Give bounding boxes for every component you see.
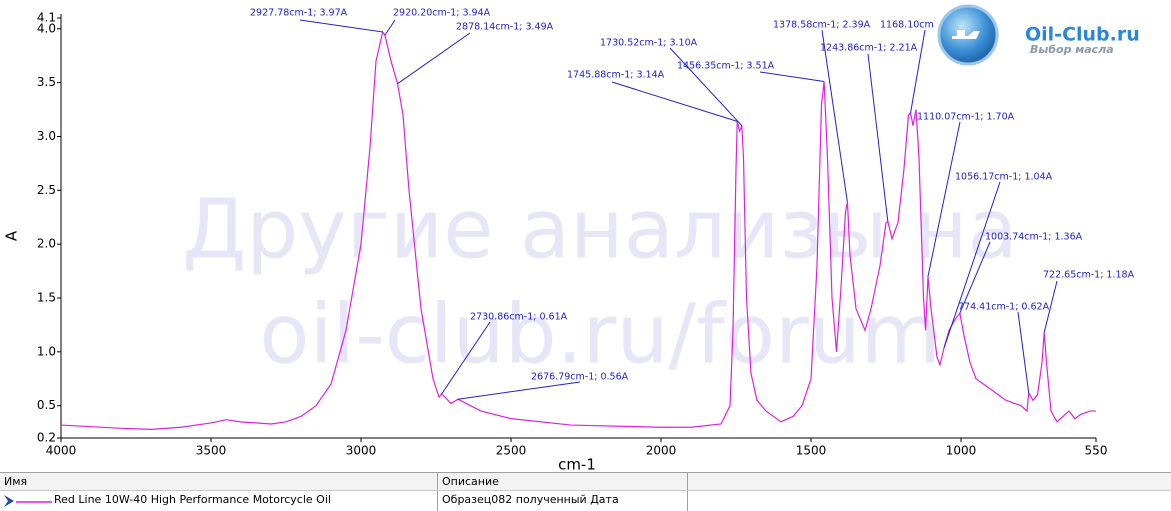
x-tick-label: 2500 — [496, 444, 527, 458]
logo: Oil-Club.ru Выбор масла — [937, 4, 1140, 66]
annotation-leader — [397, 32, 471, 85]
y-tick-label: 4.0 — [37, 21, 56, 35]
annotation-leader — [1017, 311, 1030, 393]
x-tick-label: 1500 — [796, 444, 827, 458]
logo-icon — [952, 30, 980, 39]
annotation-leader — [867, 53, 889, 222]
header-cell[interactable]: Имя — [0, 473, 438, 490]
y-axis-label: A — [3, 230, 21, 241]
annotation-leader — [943, 181, 1001, 348]
annotation-leader — [669, 47, 743, 127]
logo-subtitle: Выбор масла — [1030, 43, 1114, 56]
annotation-label: 2927.78cm-1; 3.97A — [250, 8, 348, 19]
logo-title: Oil-Club.ru — [1025, 24, 1140, 46]
header-cell[interactable]: Описание — [438, 473, 688, 490]
x-tick-label: 550 — [1085, 444, 1108, 458]
watermark: Другие анализы на — [182, 182, 1018, 277]
annotation-label: 1003.74cm-1; 1.36A — [985, 232, 1083, 243]
y-tick-label: 4.1 — [37, 11, 56, 25]
annotation-label: 1110.07cm-1; 1.70A — [917, 112, 1015, 123]
y-tick-label: 0.5 — [37, 398, 56, 412]
annotation-label: 2878.14cm-1; 3.49A — [456, 22, 554, 33]
table-header: Имя Описание — [0, 472, 1171, 491]
annotation-label: 2676.79cm-1; 0.56A — [531, 372, 629, 383]
annotation-label: 1456.35cm-1; 3.51A — [677, 61, 775, 72]
x-tick-label: 4000 — [46, 444, 77, 458]
legend-entry: Red Line 10W-40 High Performance Motorcy… — [0, 491, 438, 511]
annotation-leader — [441, 321, 491, 395]
annotation-label: 722.65cm-1; 1.18A — [1043, 270, 1135, 281]
annotation-label: 774.41cm-1; 0.62A — [958, 302, 1050, 313]
logo-badge — [937, 4, 999, 66]
row-arrow — [4, 495, 14, 507]
annotation-leader — [927, 121, 961, 277]
annotation-label: 1168.10cm — [880, 20, 934, 31]
spectrum-line — [60, 30, 1096, 430]
annotation-label: 2730.86cm-1; 0.61A — [470, 312, 568, 323]
y-tick-label: 2.0 — [37, 237, 56, 251]
chart: Другие анализы на oil-club.ru/forum 0.2 0.… — [3, 4, 1140, 471]
annotation-leader — [299, 19, 383, 33]
y-tick-label: 2.5 — [37, 183, 56, 197]
annotation-label: 1056.17cm-1; 1.04A — [955, 172, 1053, 183]
annotation-leader — [457, 381, 581, 400]
annotation-leader — [384, 19, 396, 36]
y-tick-label: 3.5 — [37, 75, 56, 89]
x-tick-label: 1000 — [946, 444, 977, 458]
annotation-leader — [611, 81, 738, 122]
annotation-label: 1243.86cm-1; 2.21A — [820, 43, 918, 54]
annotation-leader — [910, 29, 926, 113]
annotation-label: 1378.58cm-1; 2.39A — [773, 20, 871, 31]
annotation-label: 2920.20cm-1; 3.94A — [393, 8, 491, 19]
x-tick-label: 3500 — [196, 444, 227, 458]
annotation-leader — [821, 29, 848, 203]
annotation-label: 1745.88cm-1; 3.14A — [567, 70, 665, 81]
y-tick-label: 3.0 — [37, 129, 56, 143]
x-tick-label: 3000 — [346, 444, 377, 458]
y-tick-label: 1.0 — [37, 344, 56, 358]
annotation-label: 1730.52cm-1; 3.10A — [600, 38, 698, 49]
y-tick-label: 1.5 — [37, 291, 56, 305]
x-tick-label: 2000 — [646, 444, 677, 458]
table-row[interactable]: Red Line 10W-40 High Performance Motorcy… — [0, 491, 1171, 511]
description: Образец082 полученный Дата — [438, 491, 688, 511]
annotation-leader — [959, 241, 991, 314]
annotation-leader — [759, 71, 825, 83]
y-tick-label: 0.2 — [37, 431, 56, 445]
watermark: oil-club.ru/forum — [259, 287, 940, 382]
annotation-leader — [1043, 280, 1058, 333]
x-axis-label: cm-1 — [558, 456, 596, 471]
row-marker — [4, 495, 52, 507]
